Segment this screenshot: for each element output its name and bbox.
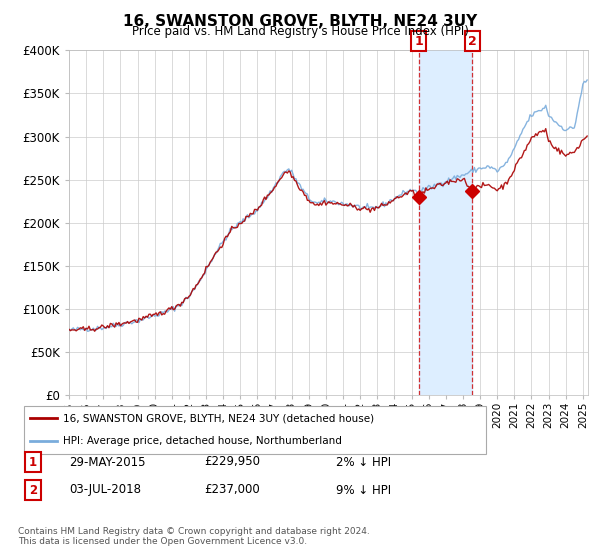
Text: 2% ↓ HPI: 2% ↓ HPI: [336, 455, 391, 469]
Text: Contains HM Land Registry data © Crown copyright and database right 2024.
This d: Contains HM Land Registry data © Crown c…: [18, 526, 370, 546]
Text: 2: 2: [29, 483, 37, 497]
Text: 03-JUL-2018: 03-JUL-2018: [69, 483, 141, 497]
Text: 16, SWANSTON GROVE, BLYTH, NE24 3UY: 16, SWANSTON GROVE, BLYTH, NE24 3UY: [123, 14, 477, 29]
Text: £229,950: £229,950: [204, 455, 260, 469]
Bar: [419, 50, 472, 395]
Text: Price paid vs. HM Land Registry's House Price Index (HPI): Price paid vs. HM Land Registry's House …: [131, 25, 469, 38]
Text: £237,000: £237,000: [204, 483, 260, 497]
Text: 16, SWANSTON GROVE, BLYTH, NE24 3UY (detached house): 16, SWANSTON GROVE, BLYTH, NE24 3UY (det…: [63, 413, 374, 423]
Text: 9% ↓ HPI: 9% ↓ HPI: [336, 483, 391, 497]
Text: 1: 1: [414, 35, 423, 48]
Text: 29-MAY-2015: 29-MAY-2015: [69, 455, 146, 469]
Text: 2: 2: [468, 35, 476, 48]
Text: HPI: Average price, detached house, Northumberland: HPI: Average price, detached house, Nort…: [63, 436, 342, 446]
Text: 1: 1: [29, 455, 37, 469]
